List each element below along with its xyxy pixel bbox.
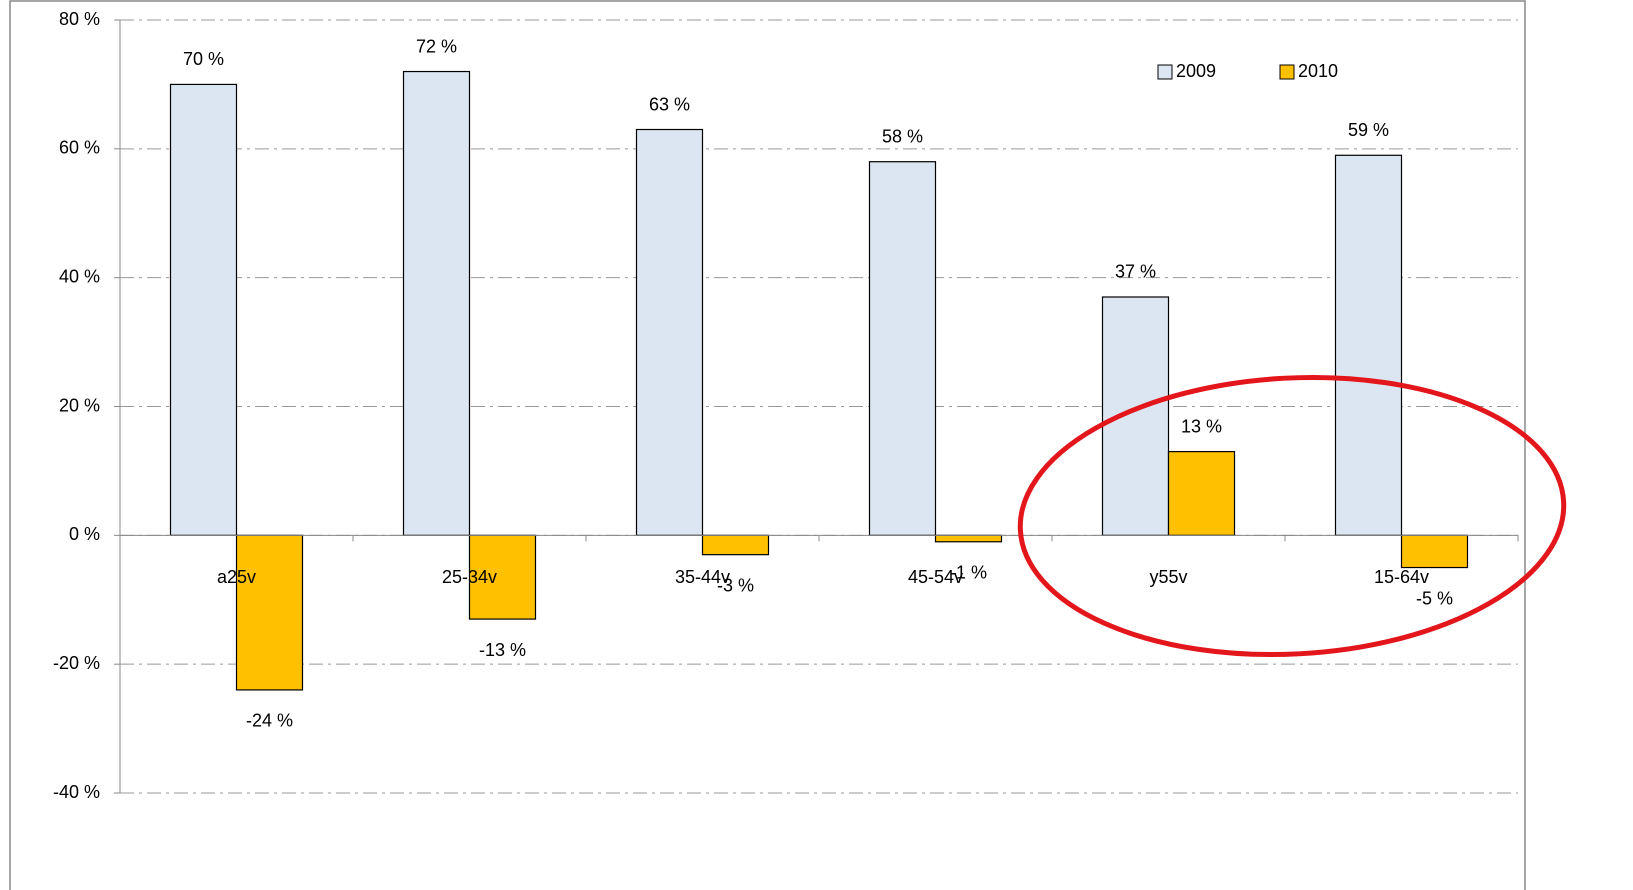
value-label: -3 % [717, 575, 754, 595]
bar [934, 534, 1003, 543]
legend-label: 2009 [1176, 61, 1216, 81]
bar [1167, 450, 1236, 536]
x-tick-label: 35-44v [675, 567, 730, 587]
value-label: 59 % [1348, 120, 1389, 140]
value-label: -1 % [950, 563, 987, 583]
y-tick-label: 40 % [59, 266, 100, 286]
bar [402, 70, 471, 536]
bar [169, 83, 238, 536]
bar [1400, 534, 1469, 569]
y-tick-label: 0 % [69, 524, 100, 544]
bar [235, 534, 304, 691]
bar [701, 534, 770, 556]
bar [868, 161, 937, 536]
value-label: 70 % [183, 49, 224, 69]
y-tick-label: 80 % [59, 9, 100, 29]
legend-swatch [1279, 64, 1295, 80]
y-tick-label: 20 % [59, 395, 100, 415]
value-label: -13 % [479, 640, 526, 660]
value-label: 37 % [1115, 262, 1156, 282]
bar [635, 128, 704, 536]
bar [1334, 154, 1403, 536]
y-tick-label: 60 % [59, 138, 100, 158]
x-tick-label: a25v [217, 567, 256, 587]
value-label: -24 % [246, 711, 293, 731]
y-tick-label: -20 % [53, 653, 100, 673]
chart-frame [9, 0, 1526, 890]
value-label: 72 % [416, 36, 457, 56]
value-label: 13 % [1181, 416, 1222, 436]
bar [1101, 296, 1170, 536]
legend-swatch [1157, 64, 1173, 80]
x-tick-label: 45-54v [908, 567, 963, 587]
y-tick-label: -40 % [53, 782, 100, 802]
highlight-ellipse [1017, 374, 1567, 658]
value-label: 58 % [882, 126, 923, 146]
bar [468, 534, 537, 620]
value-label: -5 % [1416, 588, 1453, 608]
value-label: 63 % [649, 94, 690, 114]
x-tick-label: y55v [1149, 567, 1187, 587]
x-tick-label: 25-34v [442, 567, 497, 587]
x-tick-label: 15-64v [1374, 567, 1429, 587]
plot-area: -40 % -20 % 0 % 20 % 40 % 60 % 80 % 70 % -24 % 72… [53, 9, 1519, 802]
legend-label: 2010 [1298, 61, 1338, 81]
